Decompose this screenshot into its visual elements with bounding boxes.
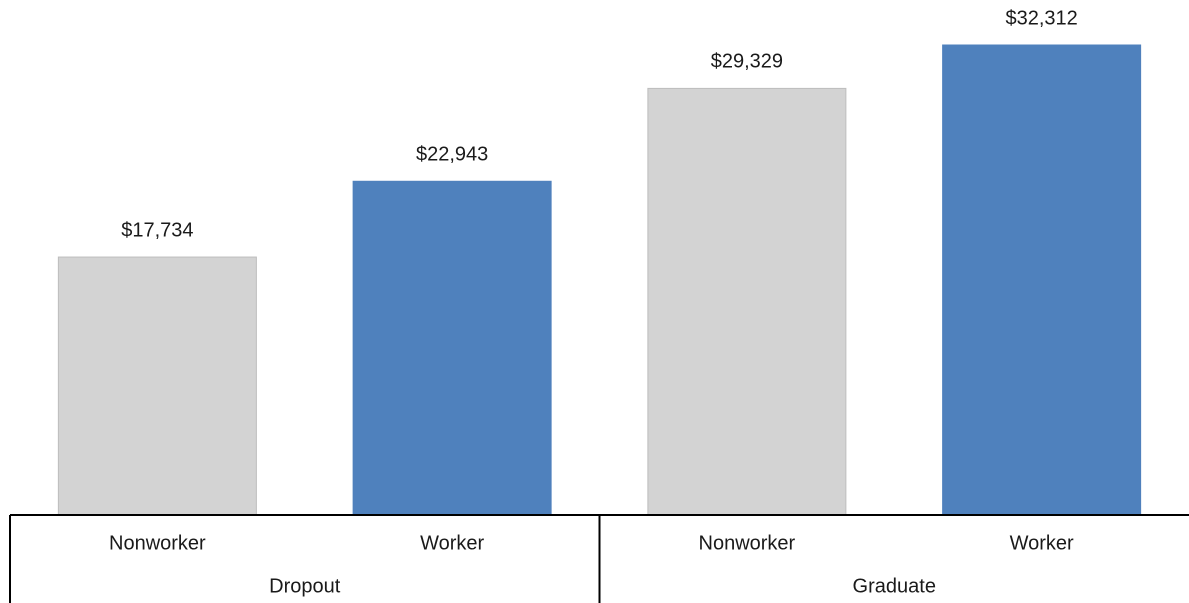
- bar: [942, 44, 1142, 516]
- group-label: Graduate: [853, 575, 936, 597]
- value-label: $17,734: [121, 219, 193, 241]
- value-label: $32,312: [1005, 7, 1077, 29]
- value-label: $29,329: [711, 51, 783, 73]
- value-label: $22,943: [416, 144, 488, 166]
- group-label: Dropout: [269, 575, 341, 597]
- x-tick-label: Nonworker: [699, 532, 796, 554]
- bar: [57, 256, 257, 516]
- bar: [647, 87, 847, 516]
- x-tick-label: Worker: [420, 532, 484, 554]
- x-tick-label: Worker: [1010, 532, 1074, 554]
- bar: [352, 180, 552, 516]
- x-tick-label: Nonworker: [109, 532, 206, 554]
